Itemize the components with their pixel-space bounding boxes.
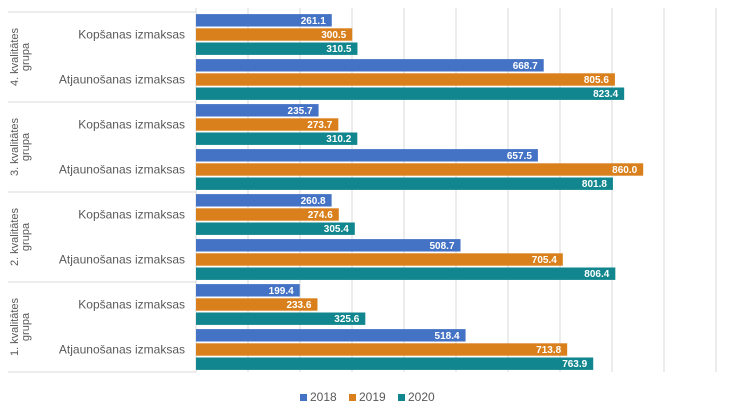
value-label: 261.1 xyxy=(301,16,326,27)
bar-2020 xyxy=(196,312,366,325)
group-label-line: 1. kvalitātes xyxy=(9,297,21,356)
group-label: 3. kvalitātesgrupa xyxy=(9,117,32,176)
value-label: 300.5 xyxy=(321,30,346,41)
bar-2020 xyxy=(196,222,355,235)
category-label: Kopšanas izmaksas xyxy=(78,28,185,42)
value-label: 668.7 xyxy=(513,61,538,72)
group-label-line: 2. kvalitātes xyxy=(9,207,21,266)
value-label: 518.4 xyxy=(435,331,460,342)
value-label: 310.5 xyxy=(326,44,351,55)
value-label: 705.4 xyxy=(532,255,557,266)
legend-swatch-2020 xyxy=(398,394,405,401)
value-label: 657.5 xyxy=(507,151,532,162)
group-label-line: grupa xyxy=(20,132,32,161)
bar-2018 xyxy=(196,329,466,342)
bar-2019 xyxy=(196,118,339,131)
group-label-line: 4. kvalitātes xyxy=(9,27,21,86)
category-label: Kopšanas izmaksas xyxy=(78,118,185,132)
legend-label: 2019 xyxy=(359,390,386,404)
bars: 261.1 300.5 310.5 668.7 805.6 823.4 235.7 273.7… xyxy=(196,14,644,370)
group-label: 1. kvalitātesgrupa xyxy=(9,297,32,356)
value-label: 823.4 xyxy=(593,89,618,100)
bar-2020 xyxy=(196,357,594,370)
category-label: Atjaunošanas izmaksas xyxy=(59,253,185,267)
bar-2018 xyxy=(196,194,332,207)
value-label: 325.6 xyxy=(334,314,359,325)
group-label-line: grupa xyxy=(20,42,32,71)
value-label: 763.9 xyxy=(562,359,587,370)
bar-2019 xyxy=(196,73,615,86)
legend-swatch-2019 xyxy=(349,394,356,401)
value-label: 713.8 xyxy=(536,345,561,356)
value-label: 801.8 xyxy=(582,179,607,190)
legend-label: 2018 xyxy=(310,390,337,404)
legend: 2018 2019 2020 xyxy=(300,390,435,404)
bar-2020 xyxy=(196,267,616,280)
category-label: Kopšanas izmaksas xyxy=(78,298,185,312)
bar-2020 xyxy=(196,87,625,100)
group-label-line: grupa xyxy=(20,222,32,251)
group-label: 4. kvalitātesgrupa xyxy=(9,27,32,86)
bar-2019 xyxy=(196,298,318,311)
value-label: 199.4 xyxy=(269,286,294,297)
bar-2018 xyxy=(196,284,300,297)
bar-2019 xyxy=(196,253,563,266)
bar-2020 xyxy=(196,132,358,145)
group-dividers xyxy=(8,8,197,373)
bar-2018 xyxy=(196,59,544,72)
group-label: 2. kvalitātesgrupa xyxy=(9,207,32,266)
bar-2018 xyxy=(196,149,538,162)
value-label: 305.4 xyxy=(324,224,349,235)
group-label-line: grupa xyxy=(20,312,32,341)
category-label: Kopšanas izmaksas xyxy=(78,208,185,222)
bar-2020 xyxy=(196,42,358,55)
bar-2019 xyxy=(196,208,339,221)
bar-2019 xyxy=(196,163,644,176)
legend-label: 2020 xyxy=(408,390,435,404)
bar-2018 xyxy=(196,104,319,117)
bar-2019 xyxy=(196,28,353,41)
value-label: 260.8 xyxy=(301,196,326,207)
legend-swatch-2018 xyxy=(300,394,307,401)
bar-2018 xyxy=(196,14,332,27)
value-label: 806.4 xyxy=(584,269,609,280)
category-label: Atjaunošanas izmaksas xyxy=(59,73,185,87)
value-label: 233.6 xyxy=(286,300,311,311)
value-label: 860.0 xyxy=(612,165,637,176)
value-label: 310.2 xyxy=(326,134,351,145)
category-label: Atjaunošanas izmaksas xyxy=(59,343,185,357)
value-label: 805.6 xyxy=(584,75,609,86)
value-label: 273.7 xyxy=(307,120,332,131)
group-label-line: 3. kvalitātes xyxy=(9,117,21,176)
bar-2018 xyxy=(196,239,461,252)
bar-2020 xyxy=(196,177,613,190)
value-label: 235.7 xyxy=(288,106,313,117)
value-label: 274.6 xyxy=(308,210,333,221)
value-label: 508.7 xyxy=(429,241,454,252)
bar-2019 xyxy=(196,343,568,356)
category-label: Atjaunošanas izmaksas xyxy=(59,163,185,177)
